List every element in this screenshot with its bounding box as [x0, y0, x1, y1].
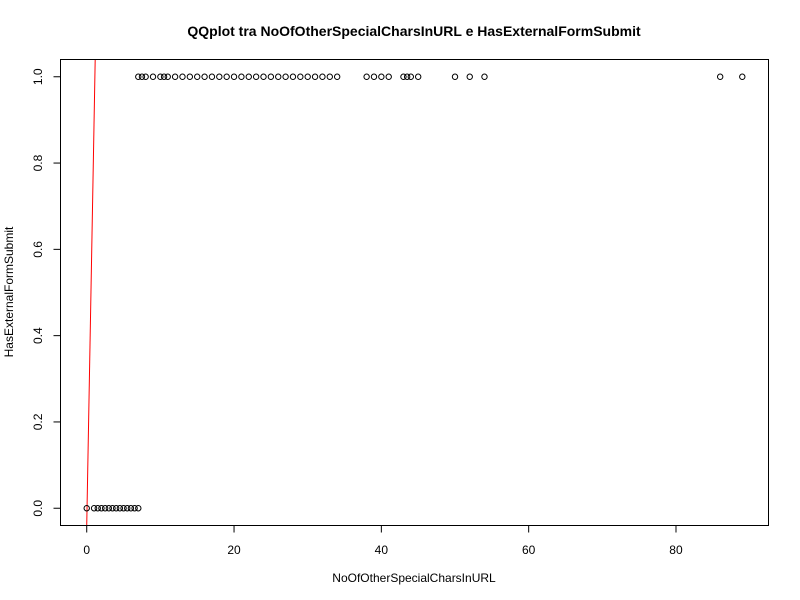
- data-point: [739, 73, 746, 80]
- y-tick-label: 0.4: [31, 327, 45, 344]
- data-point: [238, 73, 245, 80]
- data-point: [267, 73, 275, 80]
- y-axis-label: HasExternalFormSubmit: [2, 226, 16, 357]
- data-point: [186, 73, 194, 80]
- x-tick-label: 0: [83, 543, 90, 557]
- data-point: [171, 73, 179, 80]
- data-point: [138, 73, 146, 80]
- data-point: [116, 505, 124, 512]
- data-point: [109, 505, 116, 512]
- data-point: [378, 73, 385, 80]
- data-point: [407, 73, 415, 80]
- data-point: [179, 73, 186, 80]
- data-point: [252, 73, 260, 80]
- data-point: [466, 73, 473, 80]
- data-point: [333, 73, 341, 80]
- data-point: [282, 73, 289, 80]
- x-tick-label: 80: [669, 543, 683, 557]
- data-point: [403, 73, 411, 80]
- data-point: [135, 505, 142, 512]
- y-axis: 0.0 0.2 0.4 0.6 0.8 1.0: [31, 68, 61, 517]
- x-tick-label: 40: [375, 543, 389, 557]
- data-point: [385, 73, 392, 80]
- data-point: [260, 73, 267, 80]
- x-tick-label: 20: [227, 543, 241, 557]
- data-point: [131, 505, 138, 512]
- x-axis-label: NoOfOtherSpecialCharsInURL: [332, 571, 496, 585]
- reference-line-layer: [86, 59, 96, 526]
- data-point: [149, 73, 157, 80]
- data-point: [716, 73, 724, 80]
- data-point: [370, 73, 378, 80]
- data-point: [98, 505, 105, 512]
- data-point: [112, 505, 120, 512]
- data-point: [120, 505, 127, 512]
- data-point: [297, 73, 304, 80]
- data-point: [101, 505, 109, 512]
- data-point: [105, 505, 113, 512]
- data-point: [164, 73, 171, 80]
- data-point: [245, 73, 252, 80]
- chart-title: QQplot tra NoOfOtherSpecialCharsInURL e …: [187, 23, 641, 39]
- data-point: [194, 73, 201, 80]
- data-point: [326, 73, 333, 80]
- data-point: [201, 73, 208, 80]
- data-point: [127, 505, 135, 512]
- data-point: [142, 73, 149, 80]
- data-point: [90, 505, 98, 512]
- y-tick-label: 0.0: [31, 500, 45, 517]
- data-point: [319, 73, 326, 80]
- data-point: [400, 73, 407, 80]
- data-point: [135, 73, 142, 80]
- y-tick-label: 0.2: [31, 413, 45, 430]
- data-point: [311, 73, 319, 80]
- data-point: [208, 73, 216, 80]
- data-point: [216, 73, 223, 80]
- data-point: [160, 73, 168, 80]
- data-point: [289, 73, 297, 80]
- x-axis: 0 20 40 60 80: [83, 525, 683, 557]
- data-point: [451, 73, 459, 80]
- qq-reference-line: [86, 59, 96, 526]
- scatter-points-layer: [83, 73, 746, 512]
- data-point: [304, 73, 311, 80]
- data-point: [94, 505, 101, 512]
- y-tick-label: 1.0: [31, 68, 45, 85]
- x-tick-label: 60: [522, 543, 536, 557]
- data-point: [414, 73, 422, 80]
- data-point: [230, 73, 238, 80]
- y-tick-label: 0.6: [31, 241, 45, 258]
- data-point: [157, 73, 164, 80]
- data-point: [124, 505, 131, 512]
- data-point: [83, 505, 90, 512]
- data-point: [275, 73, 282, 80]
- y-tick-label: 0.8: [31, 154, 45, 171]
- data-point: [481, 73, 488, 80]
- data-point: [223, 73, 230, 80]
- data-point: [363, 73, 370, 80]
